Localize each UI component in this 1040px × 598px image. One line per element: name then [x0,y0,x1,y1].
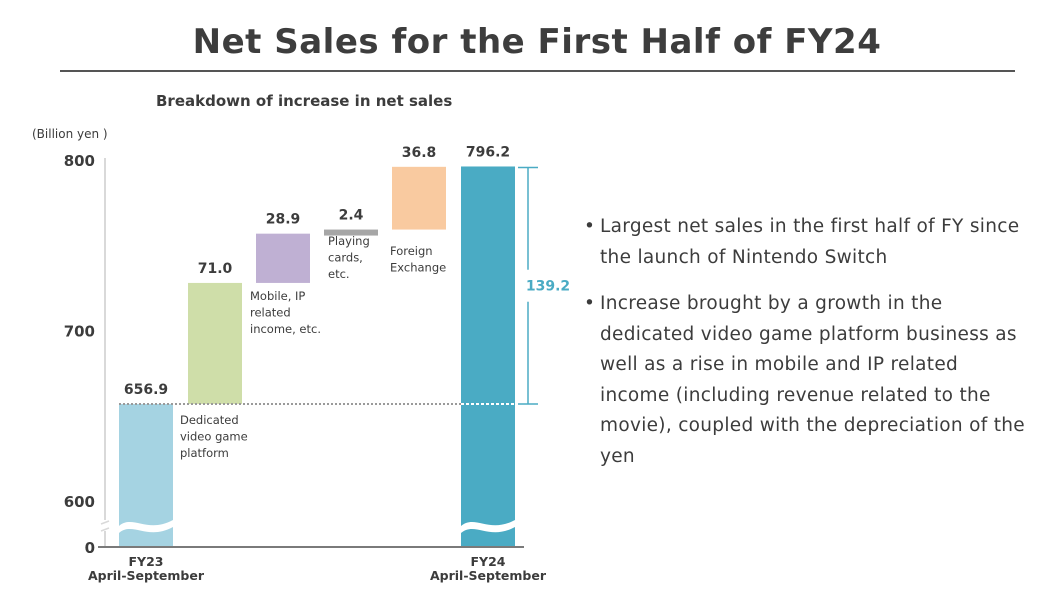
axis-break-wave [461,520,515,533]
bullet-text: Increase brought by a growth in the dedi… [600,293,1025,467]
page-title: Net Sales for the First Half of FY24 [192,22,882,62]
bar-caption: video game [180,429,248,443]
y-tick-label: 700 [64,323,95,341]
bar-fy24 [461,166,515,547]
bar-caption: Playing [328,234,370,248]
bar-caption: cards, [328,251,363,265]
y-tick-label: 600 [64,493,95,511]
data-label: 2.4 [339,208,364,224]
bar-delta [188,282,242,404]
data-label: 28.9 [266,212,301,228]
summary-bullets: • Largest net sales in the first half of … [582,212,1027,488]
bar-delta [392,166,446,230]
y-tick-label: 0 [85,539,95,557]
difference-label: 139.2 [526,279,570,295]
bullet-item: • Largest net sales in the first half of … [582,212,1027,273]
bar-caption: income, etc. [250,322,321,336]
y-tick-label: 800 [64,152,95,170]
bullet-dot-icon: • [584,216,596,237]
title-divider [60,70,1015,72]
y-axis-unit-label: (Billion yen ) [32,127,108,141]
bullet-dot-icon: • [584,293,596,314]
chart-subtitle: Breakdown of increase in net sales [156,92,453,110]
bar-caption: etc. [328,267,350,281]
data-label: 796.2 [466,144,510,160]
axis-break-wave [119,520,173,533]
x-category-label: April-September [430,568,547,583]
data-label: 36.8 [402,145,437,161]
data-label: 71.0 [198,261,233,277]
bar-caption: related [250,306,291,320]
waterfall-chart: 800 700 600 0 656.9 71.0 28.9 2.4 36.8 796.2 Dedic… [64,144,570,583]
x-category-label: FY23 [129,554,164,569]
bar-caption: Exchange [390,261,446,275]
x-category-label: April-September [88,568,205,583]
axis-break-mark [100,527,110,532]
bar-caption: platform [180,446,229,460]
bullet-text: Largest net sales in the first half of F… [600,216,1020,268]
bar-caption: Mobile, IP [250,289,305,303]
bar-caption: Foreign [390,244,433,258]
bar-caption: Dedicated [180,413,239,427]
x-category-label: FY24 [471,554,506,569]
axis-break-mark [100,520,110,525]
bar-delta [256,233,310,283]
bar-delta [324,229,378,236]
data-label: 656.9 [124,382,168,398]
bullet-item: • Increase brought by a growth in the ded… [582,289,1027,472]
